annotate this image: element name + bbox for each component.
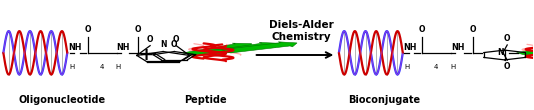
Text: NH: NH bbox=[451, 43, 465, 52]
Text: O: O bbox=[135, 25, 142, 34]
Text: O: O bbox=[504, 62, 511, 71]
Text: Peptide: Peptide bbox=[184, 95, 227, 105]
Text: O: O bbox=[84, 25, 91, 34]
Text: O: O bbox=[504, 34, 511, 43]
Text: 4: 4 bbox=[100, 64, 104, 70]
Text: NH: NH bbox=[403, 43, 417, 52]
FancyArrow shape bbox=[183, 43, 252, 56]
Text: Oligonucleotide: Oligonucleotide bbox=[18, 95, 106, 105]
Text: NH: NH bbox=[68, 43, 82, 52]
Text: Diels-Alder
Chemistry: Diels-Alder Chemistry bbox=[269, 20, 334, 42]
Text: O: O bbox=[469, 25, 476, 34]
Text: 4: 4 bbox=[434, 64, 438, 70]
FancyArrow shape bbox=[206, 42, 278, 54]
Text: H: H bbox=[116, 64, 121, 70]
Text: +: + bbox=[138, 46, 153, 64]
Text: N: N bbox=[498, 48, 504, 57]
FancyArrow shape bbox=[516, 44, 534, 56]
Text: H: H bbox=[69, 64, 75, 70]
FancyArrow shape bbox=[221, 42, 297, 53]
Text: H: H bbox=[404, 64, 409, 70]
Text: H: H bbox=[450, 64, 456, 70]
Text: O: O bbox=[173, 35, 179, 44]
Text: N: N bbox=[160, 40, 167, 49]
Text: O: O bbox=[419, 25, 425, 34]
Text: O: O bbox=[171, 40, 178, 49]
Text: O: O bbox=[147, 35, 153, 44]
Text: Bioconjugate: Bioconjugate bbox=[348, 95, 420, 105]
Text: NH: NH bbox=[116, 43, 130, 52]
